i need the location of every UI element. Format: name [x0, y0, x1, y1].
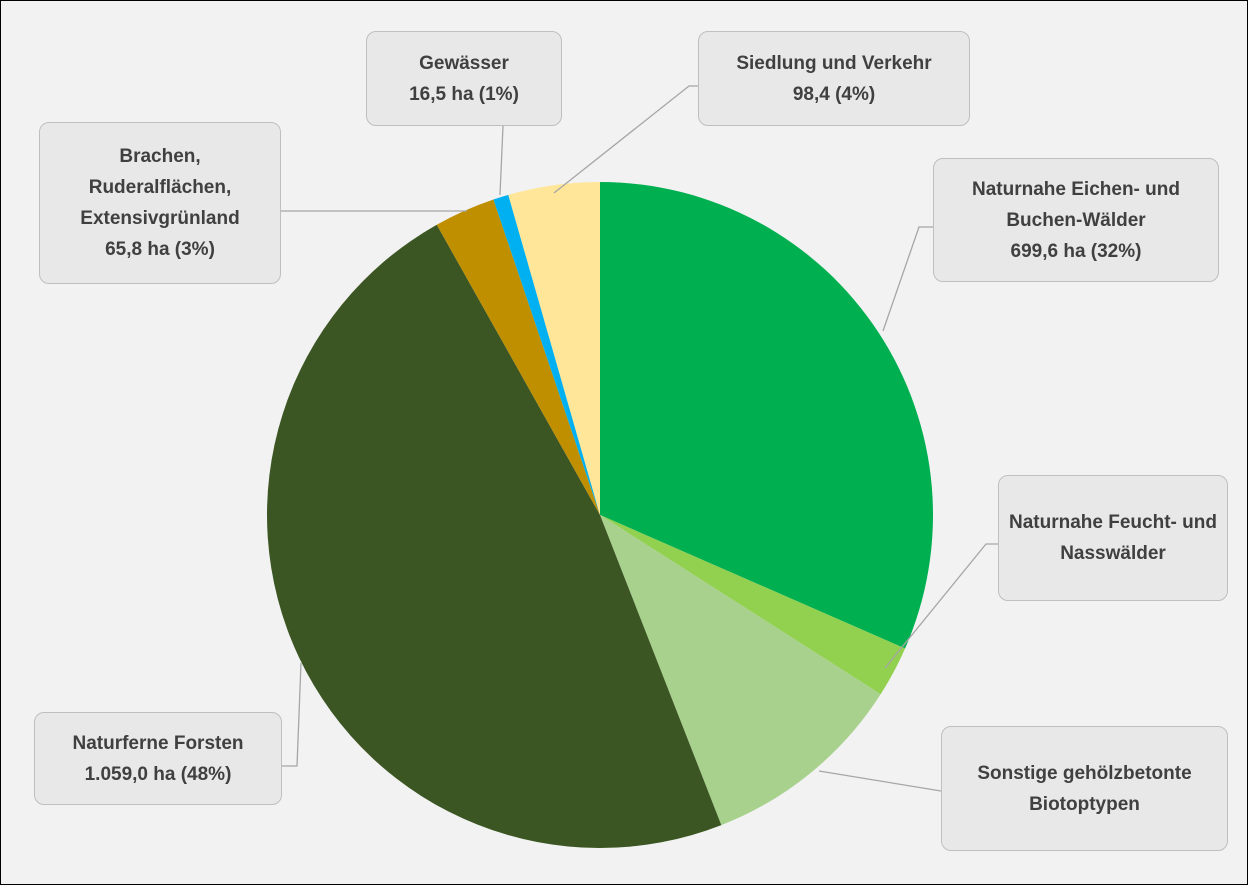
- category-label: Naturferne Forsten: [72, 732, 244, 754]
- leader-line: [882, 226, 933, 332]
- data-label-box: Gewässer 16,5 ha (1%): [366, 31, 562, 126]
- data-label-box: Siedlung und Verkehr 98,4 (4%): [698, 31, 970, 126]
- category-label: Gewässer: [419, 52, 509, 74]
- category-label: Naturnahe Eichen- und Buchen-Wälder: [972, 178, 1180, 231]
- category-label: Siedlung und Verkehr: [736, 52, 932, 74]
- value-label: 16,5 ha (1%): [409, 83, 519, 105]
- data-label-box: Naturferne Forsten 1.059,0 ha (48%): [34, 712, 282, 805]
- data-label-box: Naturnahe Feucht- und Nasswälder: [998, 475, 1228, 601]
- leader-line: [818, 770, 942, 792]
- leader-line: [884, 543, 998, 669]
- pie-slice: [600, 515, 881, 826]
- data-label-box: Naturnahe Eichen- und Buchen-Wälder 699,6…: [933, 158, 1219, 282]
- pie-slice: [493, 194, 600, 515]
- value-label: 65,8 ha (3%): [105, 239, 215, 260]
- pie-slice: [508, 182, 600, 515]
- category-label: Naturnahe Feucht- und Nasswälder: [1009, 512, 1217, 564]
- leader-line: [553, 85, 698, 194]
- value-label: 1.059,0 ha (48%): [84, 763, 232, 785]
- pie-slice: [600, 515, 906, 695]
- leader-line: [282, 662, 302, 767]
- pie-slice: [436, 199, 600, 515]
- pie-slice: [600, 182, 933, 649]
- data-label-box: Sonstige gehölzbetonte Biotoptypen: [941, 726, 1228, 851]
- category-label: Brachen, Ruderalflächen, Extensivgrünlan…: [80, 146, 240, 229]
- value-label: 699,6 ha (32%): [1010, 240, 1142, 262]
- leader-line: [499, 125, 504, 196]
- pie-slice: [267, 224, 722, 849]
- data-label-box: Brachen, Ruderalflächen, Extensivgrünlan…: [39, 122, 281, 284]
- value-label: 98,4 (4%): [792, 83, 876, 105]
- category-label: Sonstige gehölzbetonte Biotoptypen: [977, 762, 1192, 815]
